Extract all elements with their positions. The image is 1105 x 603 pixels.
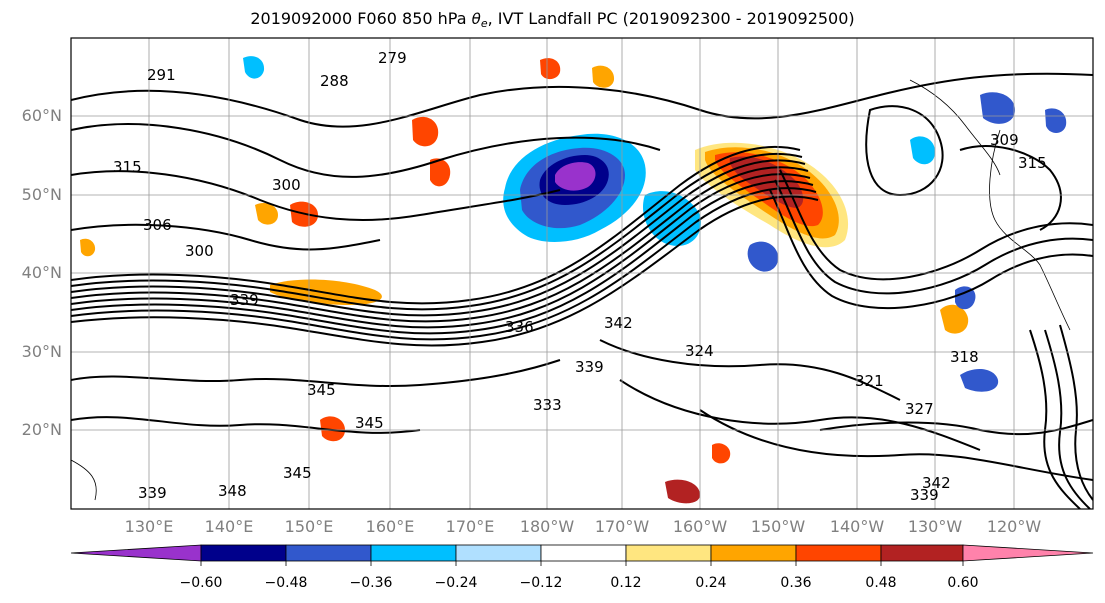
colorbar-tick-label: 0.24 (695, 575, 727, 591)
lon-label: 160°E (365, 517, 415, 536)
pos-anomaly-region (412, 116, 439, 147)
colorbar (70, 544, 1094, 562)
contour-label: 345 (355, 414, 384, 432)
title-suffix: , IVT Landfall PC (2019092300 - 20190925… (487, 9, 855, 28)
contour-label: 348 (218, 482, 247, 500)
contour-label: 339 (575, 358, 604, 376)
contour-label: 318 (950, 348, 979, 366)
neg-anomaly-region (747, 241, 779, 272)
lon-label: 180°W (519, 517, 575, 536)
colorbar-tick-label: −0.36 (349, 575, 393, 591)
colorbar-tick-label: 0.60 (947, 575, 979, 591)
colorbar-segment (625, 544, 712, 562)
contour-label: 333 (533, 396, 562, 414)
lon-label: 160°W (672, 517, 728, 536)
pos-anomaly-region (80, 238, 96, 257)
pos-anomaly-region (540, 58, 561, 80)
contour-label: 291 (147, 66, 176, 84)
lat-label-50n: 50°N (21, 185, 62, 204)
contour-label: 315 (113, 158, 142, 176)
pos-anomaly-region (255, 203, 278, 225)
title-symbol-subscript: e (480, 17, 488, 30)
contour-label: 345 (283, 464, 312, 482)
pos-anomaly-region (592, 65, 615, 88)
lat-label-40n: 40°N (21, 263, 62, 282)
lon-label: 150°E (284, 517, 334, 536)
contour-label: 342 (922, 474, 951, 492)
pos-anomaly-region (940, 304, 969, 334)
contour-label: 327 (905, 400, 934, 418)
lon-label: 150°W (750, 517, 806, 536)
colorbar-tick-label: 0.48 (865, 575, 897, 591)
contour-label: 279 (378, 49, 407, 67)
colorbar-segment (285, 544, 372, 562)
contour-label: 315 (1018, 154, 1047, 172)
neg-anomaly-region (1045, 108, 1067, 134)
neg-anomaly-region (555, 162, 596, 191)
contour-label: 300 (272, 176, 301, 194)
colorbar-segment (370, 544, 457, 562)
contour-label: 336 (505, 318, 534, 336)
colorbar-max-extend (962, 544, 1094, 562)
neg-anomaly-region (955, 286, 976, 310)
contour-label: 342 (604, 314, 633, 332)
colorbar-segment (880, 544, 964, 562)
lat-label-30n: 30°N (21, 342, 62, 361)
colorbar-segment (710, 544, 797, 562)
lon-label: 140°E (204, 517, 254, 536)
lat-label-60n: 60°N (21, 106, 62, 125)
pos-anomaly-region (430, 158, 451, 187)
pos-anomaly-region (712, 443, 731, 464)
pos-anomaly-region (320, 416, 345, 442)
coastlines (71, 79, 1071, 501)
colorbar-tick-label: 0.12 (610, 575, 642, 591)
colorbar-tick-label: −0.48 (264, 575, 308, 591)
colorbar-tick-label: 0.36 (780, 575, 812, 591)
pos-anomaly-region (665, 479, 700, 504)
contour-label: 339 (230, 291, 259, 309)
contour-label: 309 (990, 131, 1019, 149)
contour-label: 321 (855, 372, 884, 390)
map-title: 2019092000 F060 850 hPa θe, IVT Landfall… (0, 9, 1105, 30)
colorbar-min-extend (70, 544, 202, 562)
lon-label: 130°W (907, 517, 963, 536)
contour-label: 306 (143, 216, 172, 234)
title-prefix: 2019092000 F060 850 hPa (250, 9, 472, 28)
colorbar-segment (795, 544, 882, 562)
grid-lines (71, 38, 1093, 509)
neg-anomaly-region (243, 56, 265, 79)
neg-anomaly-region (910, 136, 935, 165)
contour-label: 345 (307, 381, 336, 399)
contour-label: 324 (685, 342, 714, 360)
colorbar-segment (540, 544, 627, 562)
colorbar-tick-label: −0.12 (519, 575, 563, 591)
contour-label: 339 (138, 484, 167, 502)
colorbar-tick-label: −0.24 (434, 575, 478, 591)
lon-label: 170°E (445, 517, 495, 536)
colorbar-ticks (200, 561, 964, 566)
lon-label: 170°W (594, 517, 650, 536)
colorbar-segment (455, 544, 542, 562)
colorbar-tick-label: −0.60 (179, 575, 223, 591)
lat-label-20n: 20°N (21, 420, 62, 439)
neg-anomaly-region (960, 368, 999, 392)
lon-label: 120°W (986, 517, 1042, 536)
lon-label: 140°W (829, 517, 885, 536)
colorbar-segment (200, 544, 287, 562)
contour-label: 300 (185, 242, 214, 260)
map-frame (70, 37, 1094, 510)
lon-label: 130°E (124, 517, 174, 536)
contour-label: 288 (320, 72, 349, 90)
contour-label: 339 (910, 486, 939, 504)
contour-labels: 291 288 279 300 306 315 300 339 336 342 … (113, 49, 1047, 504)
title-symbol: θ (471, 10, 481, 28)
